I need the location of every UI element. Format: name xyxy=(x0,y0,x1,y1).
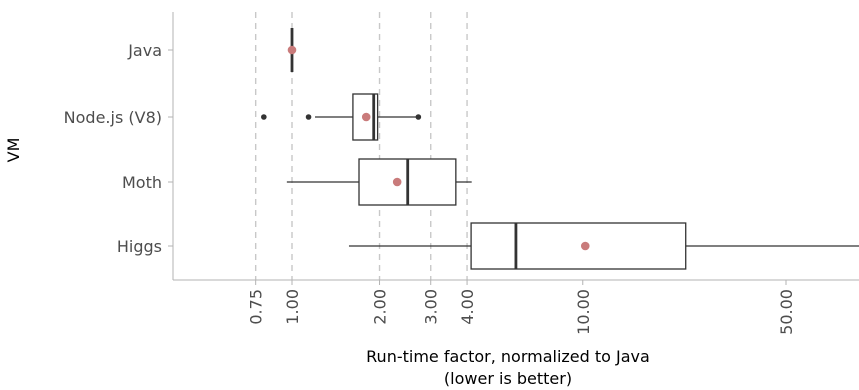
mean-point xyxy=(287,45,297,55)
x-tick-label: 3.00 xyxy=(422,289,441,325)
x-tick-label: 10.00 xyxy=(574,289,593,335)
x-tick-label: 2.00 xyxy=(371,289,390,325)
x-ticks: 0.75 1.00 2.00 3.00 4.00 10.00 50.00 xyxy=(247,280,796,335)
boxplot-node-js-v8 xyxy=(261,93,422,141)
x-axis-title: Run-time factor, normalized to Java xyxy=(366,347,650,366)
x-tick-label: 4.00 xyxy=(458,289,477,325)
y-tick-label: Node.js (V8) xyxy=(64,108,162,127)
y-tick-label: Moth xyxy=(122,173,162,192)
boxplot-moth xyxy=(286,158,472,206)
boxplot-higgs xyxy=(348,222,859,270)
axes xyxy=(172,12,859,281)
y-tick-label: Java xyxy=(127,41,162,60)
outlier-point xyxy=(415,114,422,120)
y-axis-title: VM xyxy=(4,138,23,163)
x-tick-label: 50.00 xyxy=(777,289,796,335)
mean-point xyxy=(361,112,371,122)
y-ticks: Java Node.js (V8) Moth Higgs xyxy=(64,41,173,256)
boxplot-java xyxy=(287,28,297,72)
y-tick-label: Higgs xyxy=(117,237,162,256)
mean-point xyxy=(392,177,402,187)
outlier-point xyxy=(305,114,312,120)
mean-point xyxy=(580,241,590,251)
box xyxy=(470,222,687,270)
boxplots xyxy=(261,28,859,270)
x-tick-label: 1.00 xyxy=(283,289,302,325)
outlier-point xyxy=(261,114,267,120)
x-axis-subtitle: (lower is better) xyxy=(444,369,572,388)
x-tick-label: 0.75 xyxy=(247,289,266,325)
reference-lines xyxy=(254,12,468,280)
